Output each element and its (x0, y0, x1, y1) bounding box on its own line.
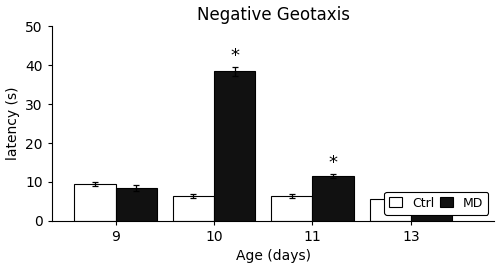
Bar (271, 196, 312, 221)
Title: Negative Geotaxis: Negative Geotaxis (196, 6, 350, 24)
Y-axis label: latency (s): latency (s) (6, 87, 20, 160)
Bar (116, 188, 157, 221)
Text: *: * (328, 154, 338, 172)
Legend: Ctrl, MD: Ctrl, MD (384, 192, 488, 215)
Bar (74, 184, 116, 221)
Bar (173, 196, 214, 221)
X-axis label: Age (days): Age (days) (236, 249, 310, 263)
Bar (214, 71, 256, 221)
Bar (411, 196, 452, 221)
Bar (370, 200, 411, 221)
Bar (312, 176, 354, 221)
Text: *: * (230, 47, 239, 65)
